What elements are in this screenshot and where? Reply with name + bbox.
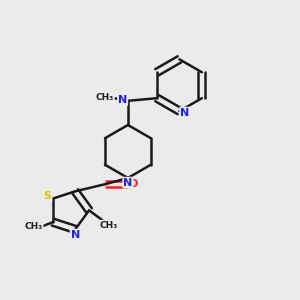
Text: N: N — [180, 108, 189, 118]
Text: CH₃: CH₃ — [25, 222, 43, 231]
Text: N: N — [118, 95, 127, 105]
Text: S: S — [44, 190, 52, 201]
Text: CH₃: CH₃ — [99, 220, 117, 230]
Text: O: O — [129, 179, 138, 189]
Text: N: N — [123, 178, 133, 188]
Text: CH₃: CH₃ — [96, 92, 114, 101]
Text: N: N — [70, 230, 80, 240]
